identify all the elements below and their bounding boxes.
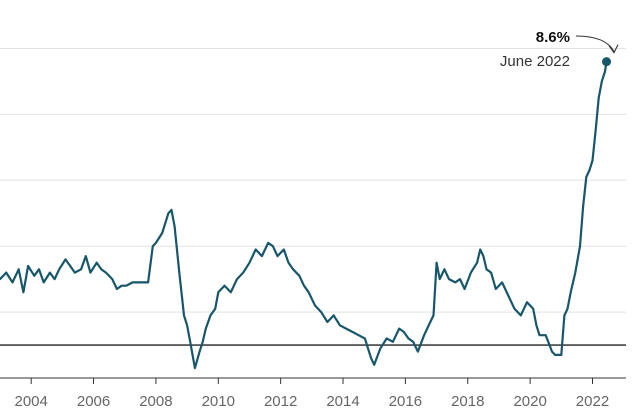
inflation-series-line [0,60,608,370]
x-tick-label: 2020 [513,393,546,410]
annotation-arrowhead [608,44,619,54]
x-tick-label: 2006 [77,393,110,410]
x-tick-label: 2008 [139,393,172,410]
gridlines [0,47,626,379]
x-tick-label: 2022 [576,393,609,410]
x-tick-label: 2004 [14,393,47,410]
latest-value-point [602,57,612,67]
x-tick-label: 2010 [202,393,235,410]
x-axis-ticks: 2004 2006 2008 2010 2012 2014 2016 2018 2020 2022 [14,378,609,410]
annotation-value-label: 8.6% [536,29,570,46]
annotation-arrow [575,35,615,52]
x-tick-label: 2016 [389,393,422,410]
x-tick-label: 2018 [451,393,484,410]
annotation-date-label: June 2022 [500,53,570,70]
x-tick-label: 2014 [326,393,359,410]
x-tick-label: 2012 [264,393,297,410]
